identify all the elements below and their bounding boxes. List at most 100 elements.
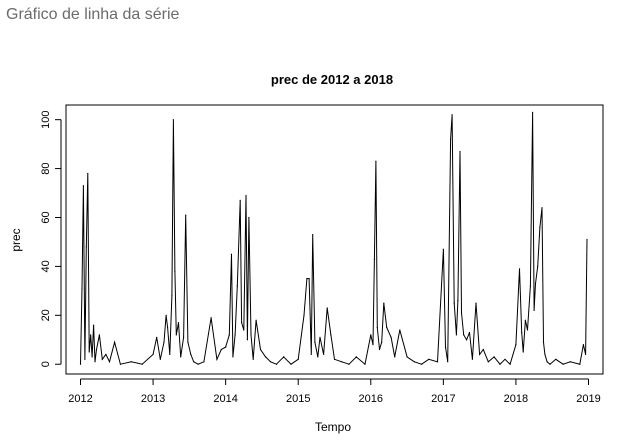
- data-point: [119, 363, 122, 365]
- x-tick-label: 2012: [68, 393, 92, 405]
- data-point: [306, 278, 308, 280]
- data-point: [308, 278, 310, 280]
- data-point: [98, 334, 100, 336]
- x-tick-label: 2019: [576, 393, 600, 405]
- data-point: [541, 207, 543, 209]
- x-tick-label: 2018: [504, 393, 528, 405]
- data-point: [156, 336, 158, 338]
- data-point: [163, 341, 165, 343]
- data-point: [250, 334, 252, 336]
- data-point: [533, 309, 535, 312]
- data-point: [232, 356, 234, 358]
- data-point: [185, 214, 187, 216]
- data-point: [317, 356, 319, 358]
- data-point: [376, 326, 378, 329]
- data-point: [303, 314, 305, 316]
- data-point: [310, 353, 312, 356]
- data-point: [582, 344, 585, 346]
- data-point: [174, 270, 176, 272]
- data-point: [210, 317, 212, 319]
- data-point: [190, 353, 192, 356]
- data-point: [228, 334, 230, 336]
- data-point: [180, 356, 182, 358]
- data-point: [90, 334, 92, 336]
- data-point: [95, 348, 98, 351]
- data-point: [220, 348, 222, 351]
- data-point: [450, 138, 452, 140]
- data-point: [333, 358, 336, 360]
- data-point: [420, 363, 423, 365]
- data-point: [459, 150, 461, 153]
- data-point: [165, 314, 167, 316]
- data-point: [399, 329, 401, 331]
- data-point: [394, 356, 396, 358]
- data-point: [264, 356, 267, 358]
- data-point: [457, 300, 459, 302]
- data-point: [203, 361, 205, 363]
- data-point: [373, 258, 376, 260]
- data-point: [81, 287, 83, 290]
- data-point: [91, 356, 93, 358]
- data-point: [370, 334, 372, 336]
- data-point: [84, 358, 86, 360]
- data-point: [323, 353, 325, 356]
- data-point: [171, 295, 173, 297]
- data-point: [499, 363, 501, 365]
- data-point: [383, 302, 385, 304]
- data-point: [453, 302, 455, 304]
- data-point: [381, 341, 383, 343]
- series-layer: [79, 111, 588, 366]
- data-point: [529, 285, 532, 287]
- data-point: [386, 326, 388, 329]
- data-point: [509, 363, 511, 365]
- data-point: [330, 334, 332, 336]
- data-point: [187, 341, 189, 343]
- data-point: [522, 351, 524, 353]
- data-point: [94, 361, 96, 363]
- data-point: [92, 324, 95, 326]
- data-point: [172, 119, 174, 121]
- data-point: [252, 358, 254, 360]
- x-tick-label: 2013: [141, 393, 165, 405]
- data-point: [428, 358, 430, 360]
- data-point: [524, 319, 526, 321]
- data-point: [413, 361, 415, 363]
- data-point: [487, 361, 489, 363]
- data-point: [114, 341, 116, 343]
- data-point: [341, 361, 343, 363]
- data-point: [326, 307, 328, 309]
- data-point: [542, 341, 545, 343]
- data-point: [236, 285, 238, 287]
- page-heading: Gráfico de linha da série: [6, 6, 180, 23]
- data-point: [108, 361, 111, 363]
- data-point: [101, 358, 103, 360]
- data-point: [152, 353, 154, 356]
- y-tick-label: 0: [40, 361, 52, 367]
- data-point: [130, 361, 132, 363]
- data-point: [463, 334, 465, 336]
- x-axis: 2012 2013 2014 2015 2016 2017 2018 2019: [68, 378, 601, 405]
- data-point: [297, 358, 299, 360]
- data-point: [82, 185, 85, 187]
- data-point: [283, 356, 285, 358]
- x-tick-label: 2014: [213, 393, 237, 405]
- x-tick-label: 2016: [359, 393, 383, 405]
- data-point: [197, 363, 199, 365]
- data-point: [175, 334, 177, 336]
- data-point: [584, 353, 587, 356]
- data-point: [159, 358, 161, 360]
- data-point: [515, 344, 517, 346]
- data-point: [504, 358, 506, 360]
- data-point: [141, 363, 143, 365]
- data-point: [270, 361, 272, 363]
- data-point: [442, 248, 444, 250]
- data-point: [255, 319, 257, 321]
- data-point: [390, 336, 392, 338]
- data-point: [105, 353, 107, 356]
- x-axis-title: Tempo: [315, 420, 351, 434]
- data-point: [451, 114, 453, 116]
- data-point: [465, 339, 468, 341]
- data-point: [468, 331, 471, 334]
- data-point: [534, 282, 537, 285]
